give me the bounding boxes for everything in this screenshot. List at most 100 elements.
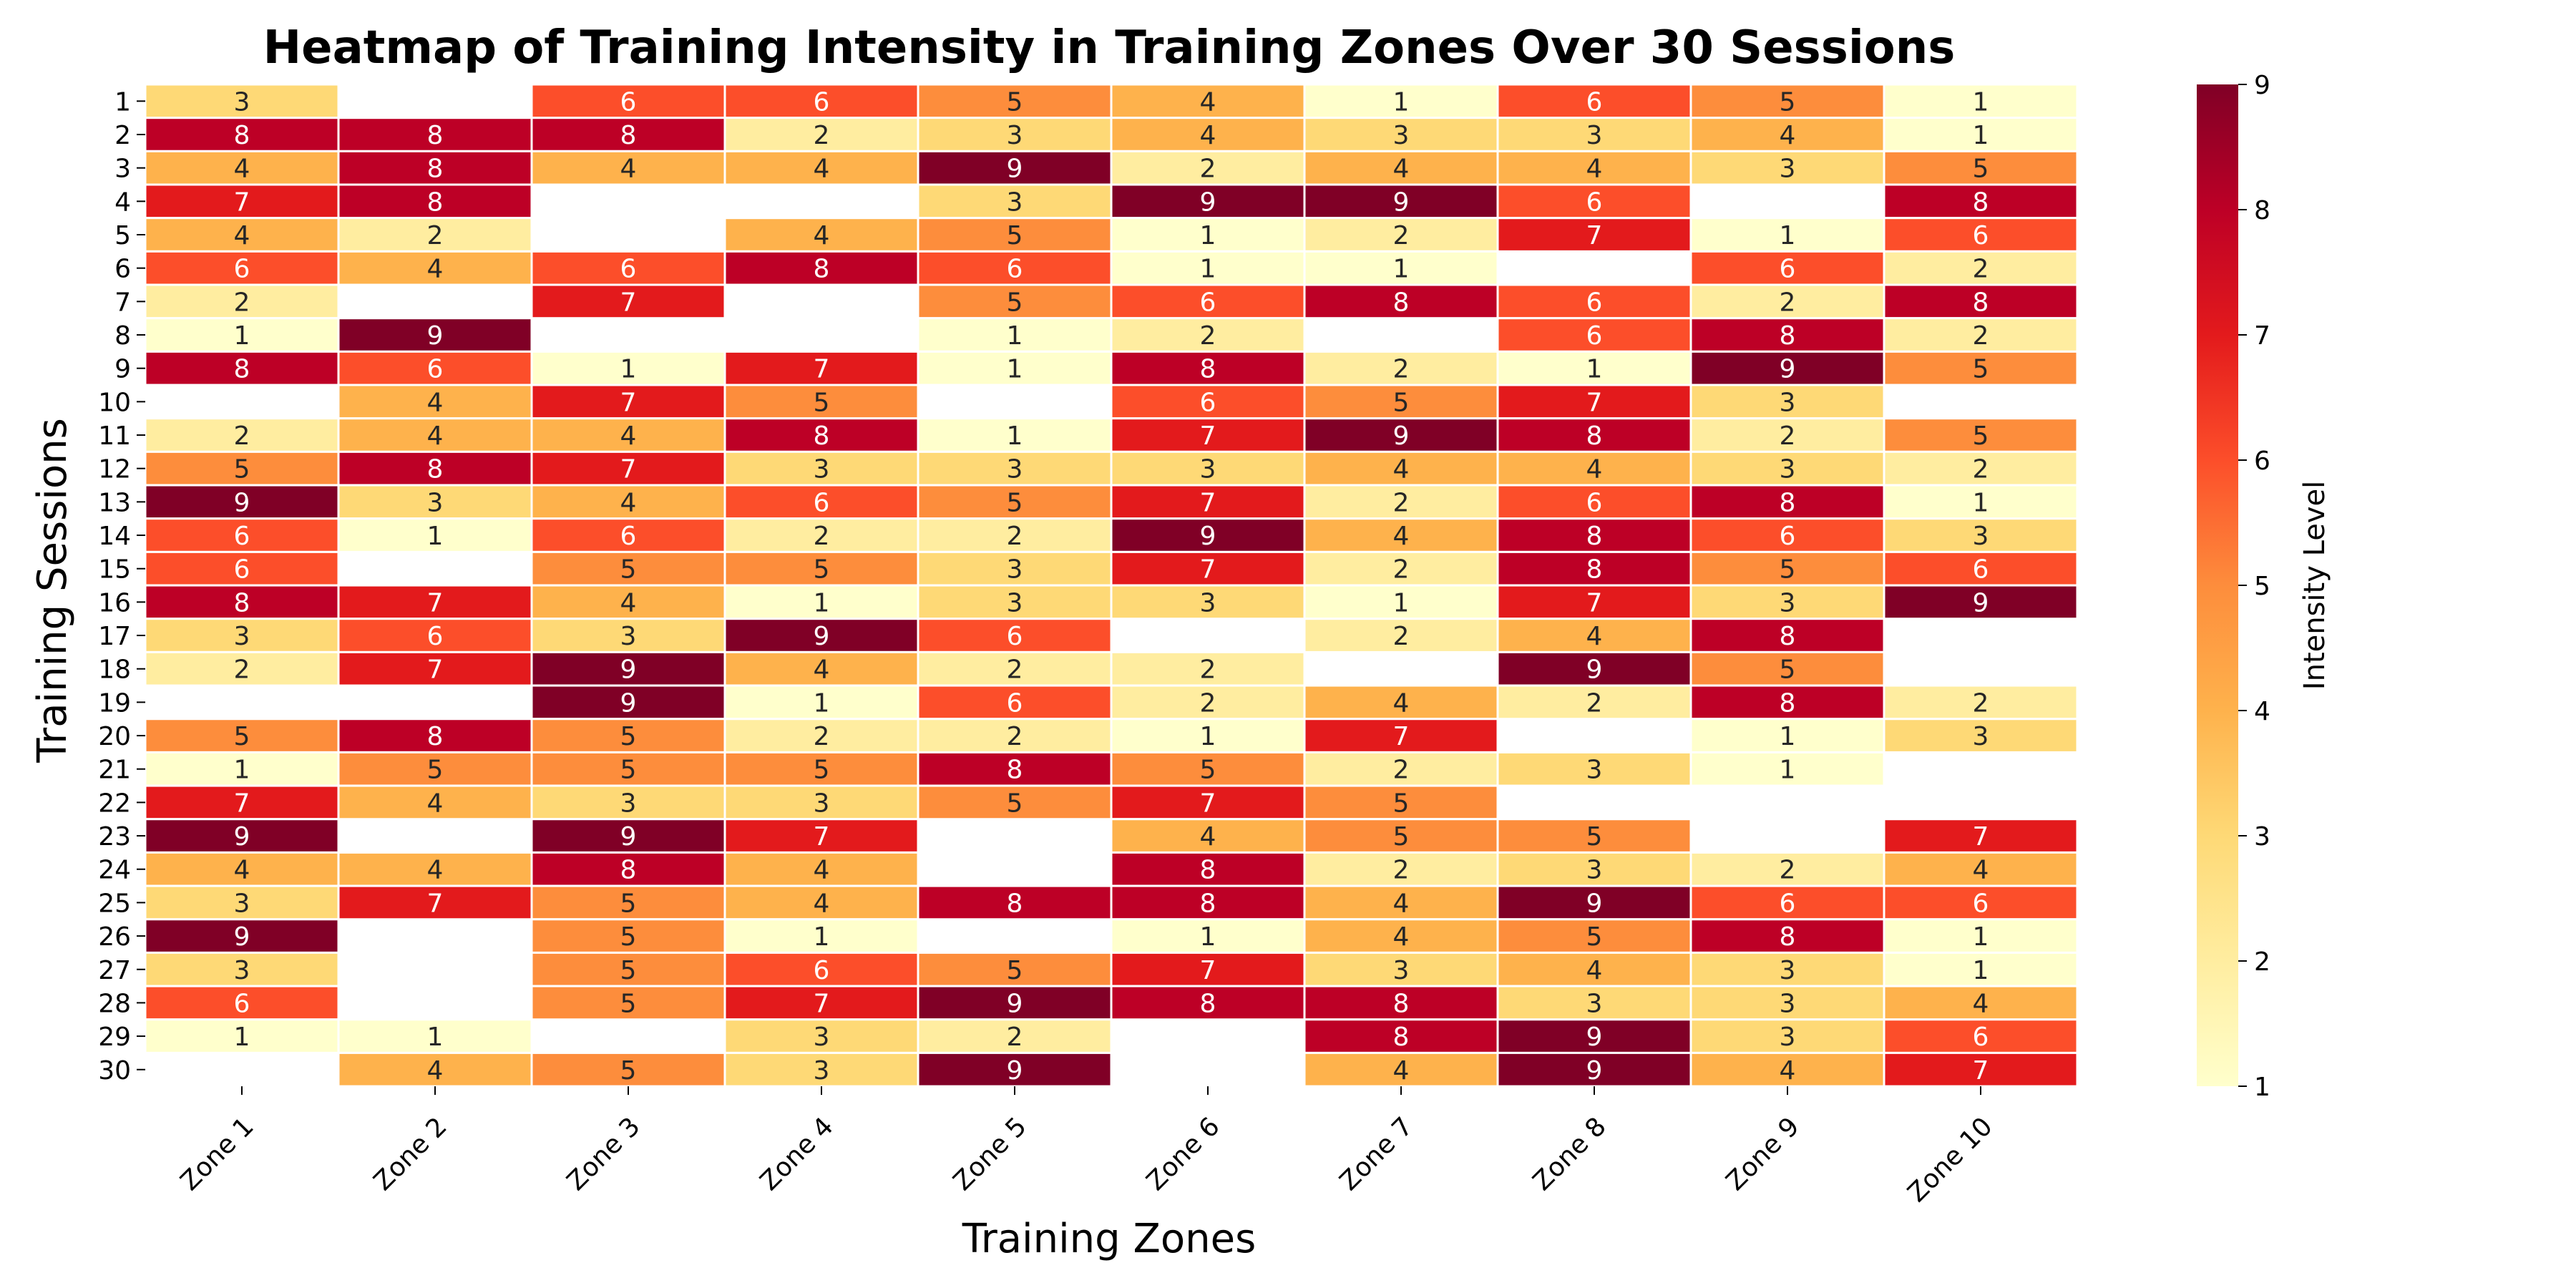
cell-value-label: 2	[427, 221, 444, 250]
cell-value-label: 9	[1007, 1056, 1023, 1085]
cell-value-label: 4	[1586, 455, 1603, 484]
heatmap-cell	[1303, 884, 1499, 921]
cell-value-label: 4	[1780, 121, 1796, 150]
cell-value-label: 6	[427, 355, 444, 384]
cell-value-label: 2	[1007, 722, 1023, 751]
cell-value-label: 5	[620, 756, 637, 785]
heatmap-cell	[1303, 684, 1499, 721]
colorbar-tick-label: 7	[2254, 321, 2270, 351]
cell-value-label: 4	[814, 221, 830, 250]
cell-value-label: 9	[1973, 588, 1989, 618]
heatmap-cell	[1689, 584, 1885, 620]
cell-value-label: 5	[620, 956, 637, 985]
cell-value-label: 8	[427, 155, 444, 184]
cell-value-label: 8	[620, 856, 637, 885]
cell-value-label: 7	[814, 822, 830, 852]
y-tick-label: 1	[114, 87, 131, 117]
y-tick-label: 22	[98, 789, 131, 818]
cell-value-label: 3	[427, 488, 444, 517]
cell-value-label: 8	[1200, 856, 1216, 885]
chart-title: Heatmap of Training Intensity in Trainin…	[263, 21, 1956, 74]
cell-value-label: 7	[1200, 956, 1216, 985]
cell-value-label: 1	[234, 756, 250, 785]
cell-value-label: 7	[427, 655, 444, 685]
cell-value-label: 2	[234, 288, 250, 317]
heatmap-cell	[723, 918, 919, 954]
cell-value-label: 3	[1393, 121, 1410, 150]
heatmap-cell	[530, 884, 726, 921]
cell-value-label: 7	[620, 388, 637, 417]
cell-value-label: 6	[1007, 622, 1023, 651]
heatmap-cell	[144, 484, 340, 520]
cell-value-label: 7	[620, 455, 637, 484]
cell-value-label: 7	[427, 588, 444, 618]
heatmap-cell	[144, 1018, 340, 1054]
cell-value-label: 4	[814, 889, 830, 918]
y-tick-label: 27	[98, 956, 131, 985]
cell-value-label: 9	[620, 688, 637, 718]
cell-value-label: 1	[234, 321, 250, 351]
cell-value-label: 5	[1586, 922, 1603, 952]
cell-value-label: 9	[814, 622, 830, 651]
heatmap-cell	[530, 283, 726, 320]
heatmap-cell	[1110, 818, 1306, 854]
cell-value-label: 4	[1586, 155, 1603, 184]
cell-value-label: 8	[1007, 756, 1023, 785]
heatmap-cell	[1883, 1051, 2079, 1088]
heatmap-cell	[337, 217, 533, 253]
cell-value-label: 3	[1780, 455, 1796, 484]
cell-value-label: 9	[1780, 355, 1796, 384]
cell-value-label: 8	[1780, 622, 1796, 651]
heatmap-cell	[1883, 550, 2079, 587]
heatmap-cell	[337, 718, 533, 753]
cell-value-label: 3	[1393, 956, 1410, 985]
heatmap-cell	[917, 517, 1113, 553]
heatmap-cell	[1110, 317, 1306, 353]
cell-value-label: 4	[814, 655, 830, 685]
heatmap-cell	[1883, 1018, 2079, 1054]
heatmap-cell	[530, 417, 726, 453]
cell-value-label: 4	[814, 856, 830, 885]
cell-value-label: 4	[1393, 688, 1410, 718]
cell-value-label: 3	[1780, 1023, 1796, 1052]
heatmap-cell	[1110, 650, 1306, 687]
cell-value-label: 5	[1007, 221, 1023, 250]
cell-value-label: 4	[234, 221, 250, 250]
y-axis-label: Training Sessions	[29, 418, 76, 763]
heatmap-cell	[917, 183, 1113, 220]
cell-value-label: 2	[1586, 688, 1603, 718]
cell-value-label: 5	[1393, 388, 1410, 417]
colorbar-tick-label: 4	[2254, 697, 2270, 726]
cell-value-label: 3	[234, 956, 250, 985]
heatmap-cell	[1496, 317, 1692, 353]
heatmap-cell	[1883, 317, 2079, 353]
cell-value-label: 2	[234, 421, 250, 451]
cell-value-label: 8	[234, 121, 250, 150]
heatmap-cell	[1689, 350, 1885, 386]
cell-value-label: 7	[1200, 555, 1216, 585]
heatmap-cell	[1110, 684, 1306, 721]
cell-value-label: 5	[1393, 789, 1410, 818]
cell-value-label: 6	[1586, 87, 1603, 117]
cell-value-label: 5	[620, 922, 637, 952]
cell-value-label: 7	[620, 288, 637, 317]
cell-value-label: 2	[1780, 421, 1796, 451]
cell-value-label: 8	[1393, 989, 1410, 1018]
heatmap-cell	[144, 951, 340, 987]
cell-value-label: 6	[234, 989, 250, 1018]
cell-value-label: 1	[1200, 255, 1216, 284]
cell-value-label: 2	[814, 121, 830, 150]
y-tick-label: 20	[98, 722, 131, 751]
cell-value-label: 8	[1780, 488, 1796, 517]
heatmap-cell	[1303, 618, 1499, 653]
cell-value-label: 9	[1200, 522, 1216, 551]
cell-value-label: 4	[1393, 522, 1410, 551]
cell-value-label: 9	[1393, 187, 1410, 217]
cell-value-label: 5	[234, 722, 250, 751]
colorbar	[2197, 84, 2238, 1086]
cell-value-label: 7	[1586, 221, 1603, 250]
cell-value-label: 4	[620, 421, 637, 451]
y-tick-label: 19	[98, 688, 131, 718]
cell-value-label: 9	[427, 321, 444, 351]
cell-value-label: 8	[1007, 889, 1023, 918]
